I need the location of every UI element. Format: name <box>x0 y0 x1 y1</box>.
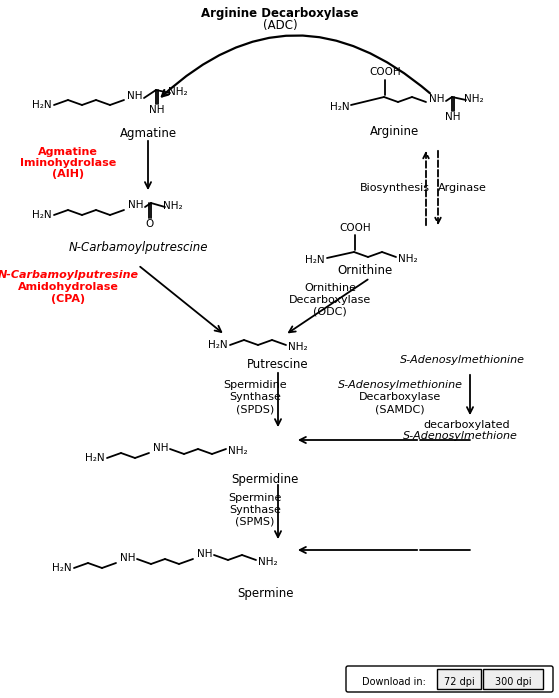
Text: 72 dpi: 72 dpi <box>444 677 475 687</box>
Text: N-Carbamoylputresine: N-Carbamoylputresine <box>0 270 139 280</box>
Text: Arginine: Arginine <box>371 126 420 138</box>
Text: NH₂: NH₂ <box>464 94 484 104</box>
Text: Spermine: Spermine <box>237 586 293 600</box>
FancyBboxPatch shape <box>437 669 481 689</box>
FancyArrowPatch shape <box>162 36 430 96</box>
Text: NH: NH <box>429 94 445 104</box>
Text: Amidohydrolase: Amidohydrolase <box>17 282 119 292</box>
Text: NH₂: NH₂ <box>163 201 183 211</box>
Text: Spermidine: Spermidine <box>231 473 299 487</box>
Text: Agmatine: Agmatine <box>38 147 98 157</box>
Text: S-Adenosylmethione: S-Adenosylmethione <box>402 431 518 441</box>
Text: (ODC): (ODC) <box>313 307 347 317</box>
Text: Ornithine: Ornithine <box>338 264 392 276</box>
Text: Decarboxylase: Decarboxylase <box>289 295 371 305</box>
Text: Arginine Decarboxylase: Arginine Decarboxylase <box>201 6 359 20</box>
Text: Putrescine: Putrescine <box>247 359 309 371</box>
Text: NH: NH <box>127 91 143 101</box>
Text: Synthase: Synthase <box>229 505 281 515</box>
Text: (SPMS): (SPMS) <box>235 517 274 527</box>
Text: Ornithine: Ornithine <box>304 283 356 293</box>
Text: H₂N: H₂N <box>32 100 52 110</box>
Text: (CPA): (CPA) <box>51 294 85 304</box>
Text: NH: NH <box>128 200 144 210</box>
Text: Spermine: Spermine <box>228 493 282 503</box>
Text: NH₂: NH₂ <box>168 87 188 97</box>
Text: NH: NH <box>120 553 136 563</box>
Text: (SPDS): (SPDS) <box>236 404 274 414</box>
FancyBboxPatch shape <box>346 666 553 692</box>
Text: COOH: COOH <box>339 223 371 233</box>
Text: Download in:: Download in: <box>362 677 426 687</box>
Text: H₂N: H₂N <box>52 563 72 573</box>
Text: (AIH): (AIH) <box>52 169 84 179</box>
Text: H₂N: H₂N <box>330 102 350 112</box>
Text: H₂N: H₂N <box>85 453 105 463</box>
FancyBboxPatch shape <box>483 669 543 689</box>
Text: 300 dpi: 300 dpi <box>495 677 531 687</box>
Text: S-Adenosylmethionine: S-Adenosylmethionine <box>338 380 462 390</box>
Text: (ADC): (ADC) <box>263 19 297 31</box>
Text: NH₂: NH₂ <box>228 446 248 456</box>
Text: Synthase: Synthase <box>229 392 281 402</box>
Text: NH: NH <box>153 443 169 453</box>
Text: NH: NH <box>446 112 461 122</box>
Text: Arginase: Arginase <box>438 183 486 193</box>
Text: (SAMDC): (SAMDC) <box>375 404 425 414</box>
Text: O: O <box>146 219 154 229</box>
Text: NH₂: NH₂ <box>398 254 418 264</box>
Text: H₂N: H₂N <box>305 255 325 265</box>
Text: NH: NH <box>197 549 213 559</box>
Text: H₂N: H₂N <box>32 210 52 220</box>
Text: N-Carbamoylputrescine: N-Carbamoylputrescine <box>68 241 208 253</box>
Text: NH₂: NH₂ <box>288 342 308 352</box>
Text: H₂N: H₂N <box>208 340 228 350</box>
Text: NH₂: NH₂ <box>258 557 278 567</box>
Text: Decarboxylase: Decarboxylase <box>359 392 441 402</box>
Text: Biosynthesis: Biosynthesis <box>360 183 430 193</box>
Text: COOH: COOH <box>369 67 401 77</box>
Text: S-Adenosylmethionine: S-Adenosylmethionine <box>400 355 524 365</box>
Text: Agmatine: Agmatine <box>120 126 177 140</box>
Text: Iminohydrolase: Iminohydrolase <box>20 158 116 168</box>
Text: NH: NH <box>149 105 165 115</box>
Text: decarboxylated: decarboxylated <box>424 420 510 430</box>
Text: Spermidine: Spermidine <box>223 380 287 390</box>
